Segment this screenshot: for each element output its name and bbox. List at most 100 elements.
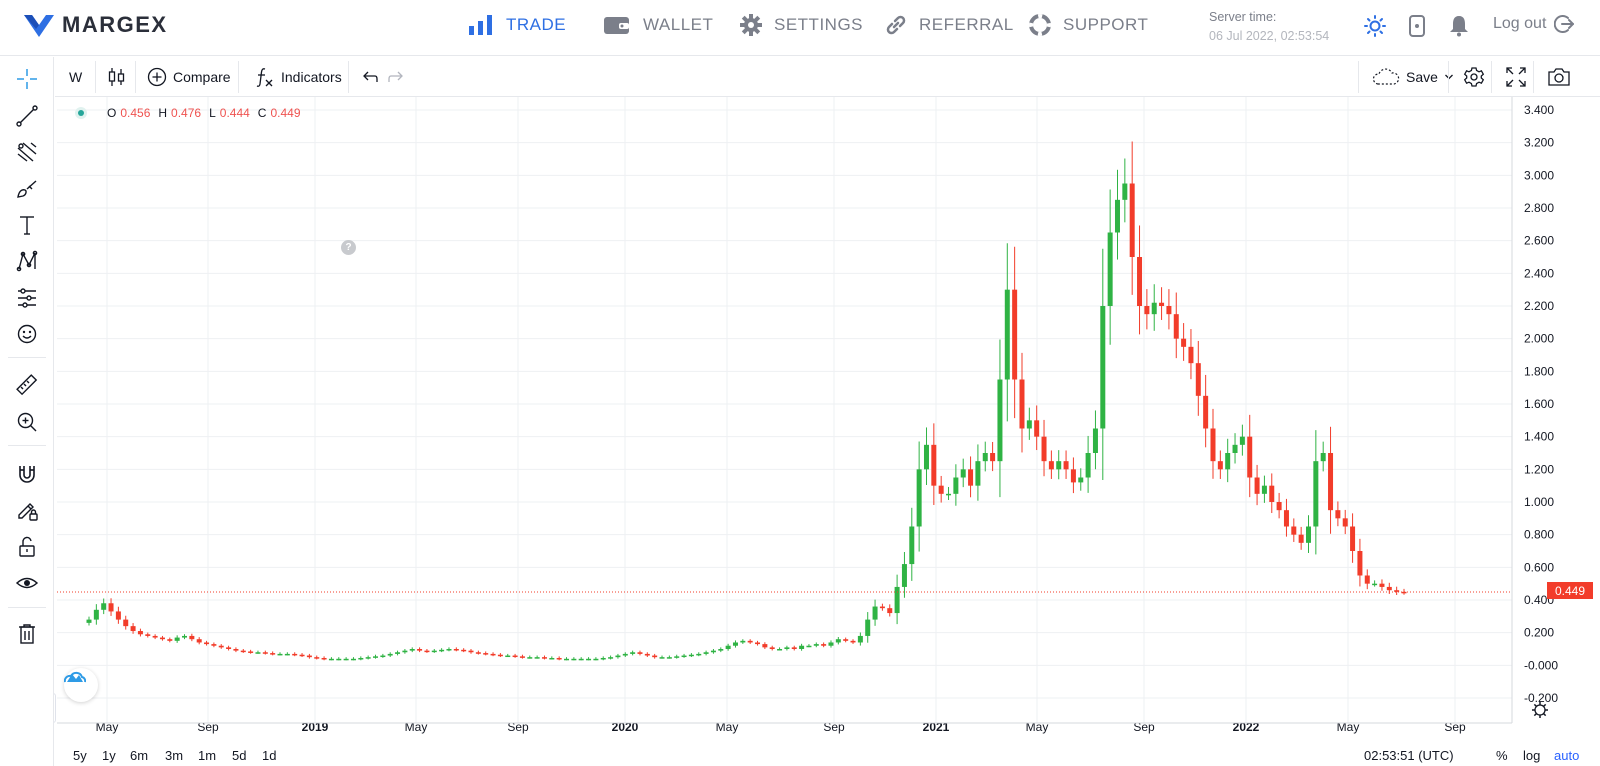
candle-body [439,649,445,652]
nav-support[interactable]: SUPPORT [1029,12,1148,38]
candle-body [1210,428,1216,462]
range-6m[interactable]: 6m [130,748,149,763]
undo-icon [363,71,378,82]
ohlc-open-label: O [107,106,117,120]
undo-button[interactable] [353,57,387,97]
link-icon [886,15,906,35]
zoom-in-icon [17,412,37,432]
visibility-tool[interactable] [12,568,42,598]
x-tick-label: Sep [1133,720,1155,734]
ruler-tool[interactable] [12,370,42,400]
nav-wallet[interactable]: WALLET [603,12,713,38]
range-1m[interactable]: 1m [198,748,217,763]
candle-body [909,526,915,565]
chart-type-button[interactable] [99,57,135,97]
candle-body [1254,477,1260,494]
chart-provider-logo[interactable] [64,668,98,702]
range-1d[interactable]: 1d [262,748,277,763]
series-visibility-dot[interactable] [75,107,87,119]
candle-body [652,655,658,658]
eye-icon [15,577,39,589]
delete-drawings-tool[interactable] [12,619,42,649]
candle-body [395,652,401,654]
y-tick-label: 2.000 [1524,332,1554,346]
help-icon: ? [341,240,356,255]
logout-button[interactable]: Log out [1493,14,1575,34]
theme-toggle[interactable] [1363,14,1387,38]
cloud-icon [1372,68,1400,85]
candle-body [710,650,716,653]
candle-body [586,658,592,661]
nav-trade[interactable]: TRADE [468,12,566,38]
candle-body [990,453,996,462]
range-1y[interactable]: 1y [102,748,116,763]
candle-body [725,645,731,649]
candle-body [1372,583,1378,586]
ohlc-close: 0.449 [270,106,301,120]
range-5d[interactable]: 5d [232,748,247,763]
lock-drawing-tool[interactable] [12,495,42,525]
emoji-tool[interactable] [12,319,42,349]
candle-body [799,645,805,649]
range-3m[interactable]: 3m [165,748,184,763]
candle-body [1379,583,1385,587]
utc-clock[interactable]: 02:53:51 (UTC) [1364,748,1454,763]
nav-referral[interactable]: REFERRAL [885,12,1014,38]
candle-body [1173,314,1179,339]
forecast-tool[interactable] [12,283,42,313]
candle-body [769,647,775,649]
mobile-app-button[interactable] [1405,14,1429,38]
candle-body [1078,477,1084,483]
unlock-tool[interactable] [12,532,42,562]
margex-logo[interactable]: MARGEX [22,11,168,39]
notifications-button[interactable] [1447,14,1471,38]
candle-body [255,652,261,654]
candle-body [167,639,173,641]
candles-icon [108,68,125,86]
candle-body [666,657,672,659]
pitchfork-tool[interactable] [12,137,42,167]
candle-body [505,655,511,658]
trend-line-tool[interactable] [12,101,42,131]
candle-body [622,653,628,656]
compare-button[interactable]: Compare [139,57,239,97]
candle-body [1019,379,1025,429]
chart-settings-button[interactable] [1455,57,1493,97]
magnet-tool[interactable] [12,459,42,489]
candle-body [747,640,753,643]
candle-body [350,658,356,661]
y-tick-label: 3.000 [1524,168,1554,182]
fullscreen-button[interactable] [1497,57,1535,97]
crosshair-icon [17,69,37,89]
compare-label: Compare [173,69,231,85]
candle-body [409,649,415,651]
zoom-in-tool[interactable] [12,407,42,437]
candle-body [975,461,981,486]
candle-body [1070,469,1076,483]
last-price-tag: 0.449 [1547,582,1593,599]
auto-scale-toggle[interactable]: auto [1554,748,1580,763]
interval-button[interactable]: W [61,57,90,97]
crosshair-tool[interactable] [12,64,42,94]
x-tick-label: May [1337,720,1360,734]
nav-settings[interactable]: SETTINGS [740,12,863,38]
text-tool[interactable] [12,210,42,240]
candle-body [490,653,496,656]
redo-button[interactable] [379,57,413,97]
candle-body [681,655,687,658]
pattern-tool[interactable] [12,246,42,276]
snapshot-button[interactable] [1539,57,1579,97]
candle-body [982,453,988,462]
x-tick-label: May [716,720,739,734]
y-tick-label: -0.000 [1524,658,1558,672]
percent-scale-toggle[interactable]: % [1496,748,1508,763]
brush-tool[interactable] [12,174,42,204]
indicators-button[interactable]: Indicators [245,57,350,97]
range-5y[interactable]: 5y [73,748,87,763]
logout-label: Log out [1493,15,1547,32]
interval-label: W [69,69,83,85]
log-scale-toggle[interactable]: log [1523,748,1541,763]
pitchfork-icon [17,142,37,162]
